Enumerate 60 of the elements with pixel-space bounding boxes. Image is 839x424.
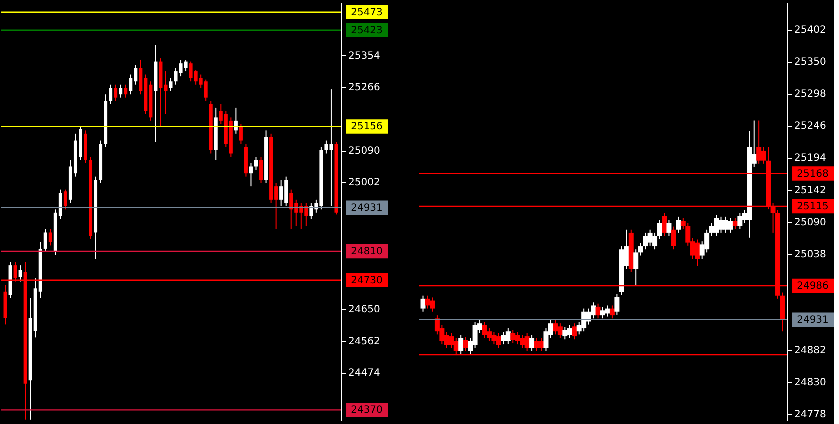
candlestick	[676, 216, 682, 234]
ref-line-label: 24370	[351, 405, 383, 416]
ref-line-label: 25473	[351, 7, 383, 18]
ref-line-label: 24931	[797, 314, 829, 326]
candlestick	[169, 78, 173, 92]
candlestick	[634, 249, 639, 286]
candlestick	[732, 218, 738, 230]
candlestick	[534, 338, 540, 352]
candlestick	[662, 212, 667, 237]
ref-line-label: 24931	[351, 202, 383, 214]
ref-line-label: 24730	[351, 275, 383, 286]
y-tick-label: 25142	[794, 185, 826, 196]
ref-line-label: 25115	[797, 201, 829, 212]
candlestick	[119, 84, 123, 98]
ref-line-label: 25423	[351, 25, 383, 36]
y-tick-label: 25354	[348, 50, 380, 62]
candlestick	[610, 305, 615, 320]
candlestick	[657, 220, 662, 240]
y-tick-label: 24650	[348, 304, 380, 316]
candlestick	[458, 334, 464, 355]
candlestick	[572, 323, 578, 340]
candlestick	[562, 326, 568, 340]
y-tick-label: 24474	[348, 368, 380, 380]
candlestick	[44, 228, 48, 253]
candlestick	[666, 220, 672, 237]
candlestick	[614, 293, 620, 316]
candlestick	[249, 162, 253, 188]
candlestick	[48, 228, 52, 246]
candlestick	[64, 189, 68, 210]
candlestick	[738, 212, 743, 230]
candlestick	[530, 334, 535, 352]
candlestick	[463, 336, 468, 352]
candlestick	[420, 295, 426, 312]
candlestick	[239, 124, 243, 145]
candlestick	[109, 84, 113, 105]
candlestick	[254, 156, 258, 171]
y-tick-label: 25350	[794, 57, 826, 68]
y-tick-label: 25090	[794, 217, 826, 228]
candlestick	[114, 84, 118, 102]
y-tick-label: 25298	[794, 89, 826, 100]
y-tick-label: 25090	[348, 146, 380, 158]
candlestick	[18, 265, 22, 282]
candlestick	[596, 303, 601, 320]
ref-line-label: 25156	[351, 122, 383, 133]
candlestick	[671, 226, 676, 250]
y-tick-label: 25002	[348, 178, 380, 189]
y-tick-label: 25194	[794, 153, 826, 164]
candlestick	[124, 84, 128, 98]
y-tick-label: 25038	[794, 249, 826, 260]
y-tick-label: 24562	[348, 336, 380, 348]
y-tick-label: 24882	[794, 346, 826, 357]
ref-line-label: 25168	[797, 168, 829, 180]
y-tick-label: 24830	[794, 378, 826, 389]
y-tick-label: 25266	[348, 82, 380, 94]
ref-line-label: 24986	[797, 280, 829, 292]
y-tick-label: 25246	[794, 121, 826, 132]
y-tick-label: 24778	[794, 410, 826, 421]
y-tick-label: 25402	[794, 25, 826, 36]
ref-line-label: 24810	[351, 246, 383, 258]
candlestick	[260, 156, 264, 184]
